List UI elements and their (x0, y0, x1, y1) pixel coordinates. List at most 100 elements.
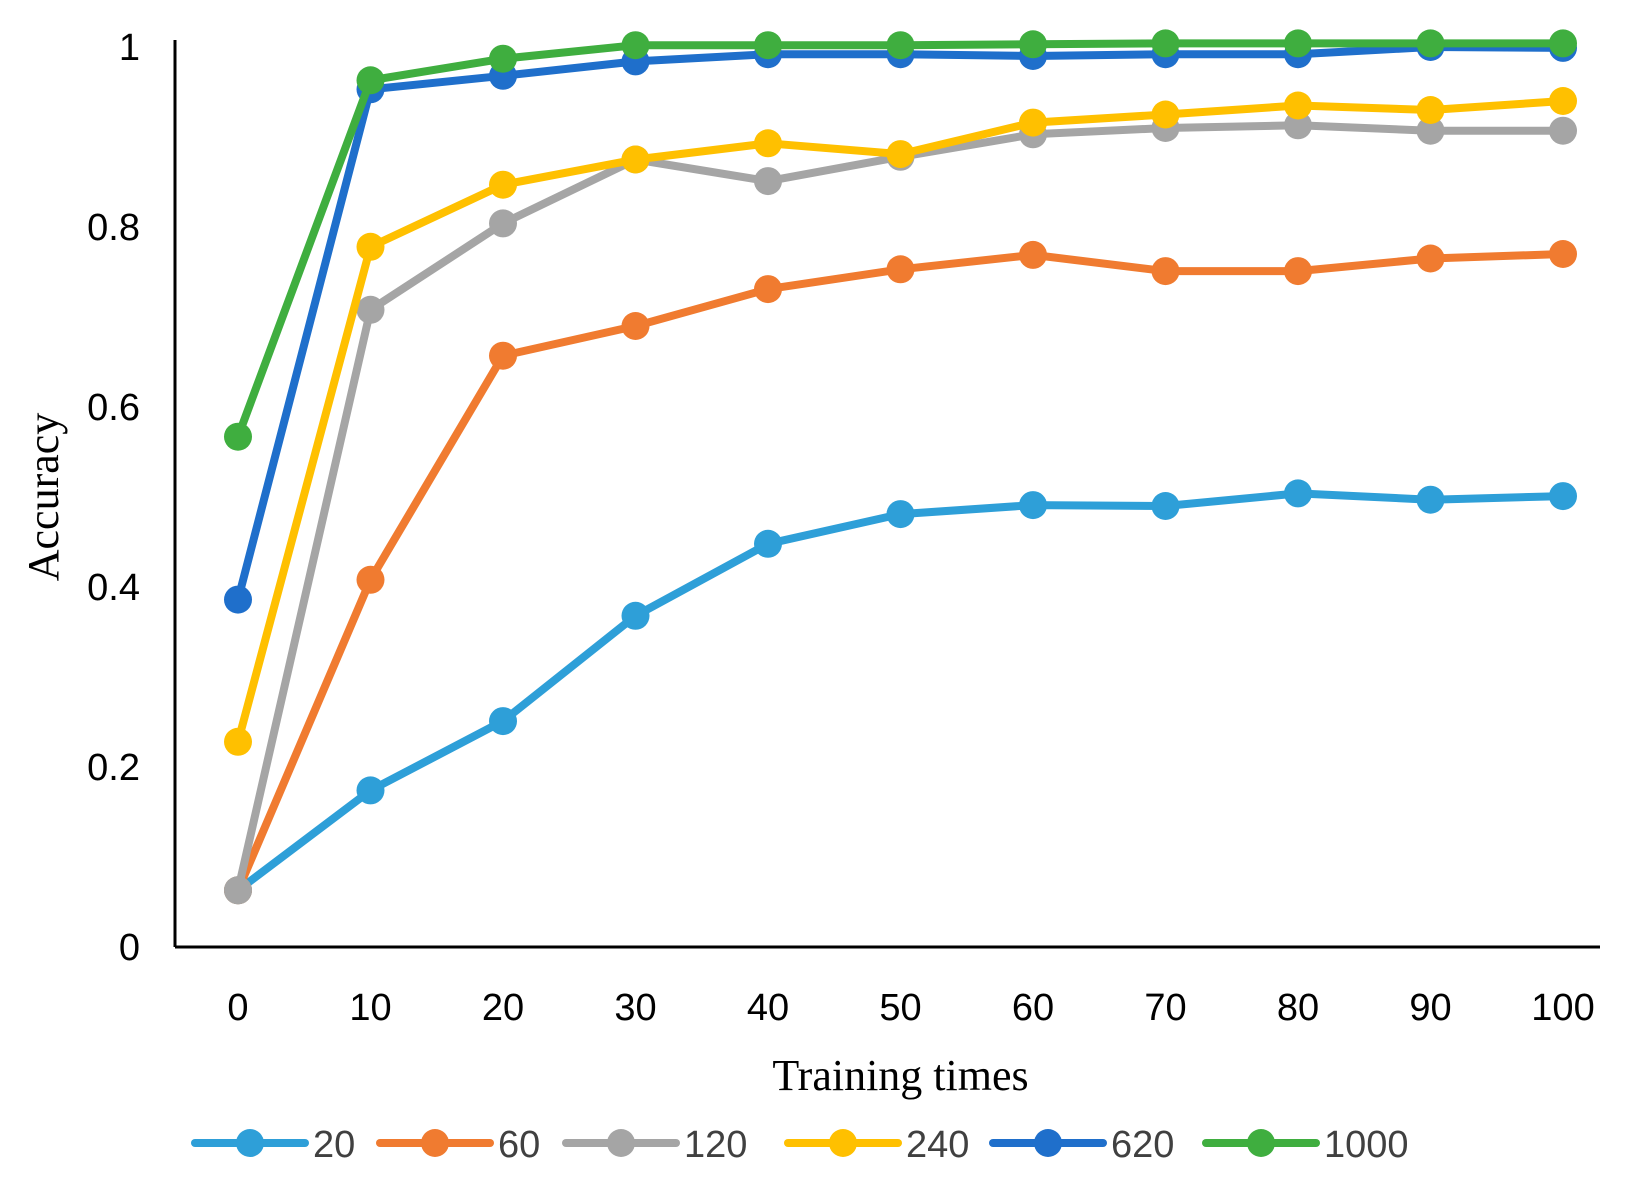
data-point-60 (621, 312, 650, 340)
x-tick-label: 100 (1531, 987, 1594, 1029)
data-point-240 (1549, 87, 1577, 115)
series-line-1000 (234, 39, 1567, 441)
x-tick-label: 70 (1144, 987, 1186, 1029)
legend-marker (421, 1129, 449, 1157)
data-point-120 (1416, 116, 1445, 145)
x-tick-label: 20 (482, 987, 524, 1029)
legend: 20 60 120 240 620 1000 (191, 1124, 1409, 1166)
y-tick-labels: 0 0.2 0.4 0.6 0.8 1 (87, 27, 140, 969)
legend-item-620: 620 (989, 1124, 1174, 1166)
series-line-20 (234, 489, 1567, 895)
data-point-120 (754, 167, 782, 196)
x-tick-label: 60 (1012, 987, 1054, 1029)
data-point-1000 (1416, 29, 1445, 58)
legend-item-20: 20 (191, 1124, 355, 1166)
x-tick-label: 0 (227, 987, 248, 1029)
data-point-1000 (1284, 29, 1312, 58)
legend-item-120: 120 (562, 1124, 747, 1166)
data-point-60 (489, 341, 517, 370)
data-point-1000 (356, 66, 385, 95)
y-tick-label: 0.8 (87, 207, 140, 249)
data-point-240 (1284, 91, 1312, 120)
data-point-120 (356, 295, 385, 324)
axes (173, 40, 1600, 949)
legend-label: 1000 (1324, 1124, 1409, 1166)
data-point-1000 (886, 31, 915, 60)
data-point-240 (1151, 100, 1180, 129)
data-point-240 (356, 232, 385, 261)
legend-label: 240 (906, 1124, 969, 1166)
series-layer (224, 29, 1577, 905)
data-point-240 (754, 129, 782, 158)
y-tick-label: 0.6 (87, 387, 140, 429)
x-tick-label: 40 (747, 987, 789, 1029)
legend-item-60: 60 (376, 1124, 540, 1166)
y-tick-label: 0.2 (87, 747, 140, 789)
data-point-60 (1019, 240, 1047, 269)
x-tick-label: 10 (349, 987, 391, 1029)
data-point-120 (1549, 116, 1577, 145)
x-axis-title: Training times (772, 1051, 1028, 1100)
data-point-620 (224, 585, 252, 614)
data-point-120 (224, 876, 252, 905)
data-point-20 (1549, 482, 1577, 511)
data-point-20 (489, 707, 517, 736)
legend-marker (1247, 1129, 1275, 1157)
data-point-60 (1284, 257, 1312, 286)
data-point-1000 (224, 422, 252, 451)
legend-item-240: 240 (784, 1124, 969, 1166)
series-1000 (224, 29, 1577, 451)
data-point-240 (489, 170, 517, 199)
x-tick-label: 30 (614, 987, 656, 1029)
series-line-240 (234, 97, 1567, 746)
data-point-20 (1284, 479, 1312, 508)
data-point-20 (886, 500, 915, 529)
series-20 (224, 479, 1577, 905)
data-point-1000 (1019, 30, 1047, 59)
data-point-60 (886, 255, 915, 284)
data-point-20 (1019, 491, 1047, 520)
data-point-60 (1549, 240, 1577, 268)
data-point-1000 (489, 44, 517, 73)
x-tick-label: 90 (1409, 987, 1451, 1029)
legend-marker (236, 1129, 264, 1157)
series-60 (224, 240, 1577, 905)
legend-marker (829, 1129, 857, 1157)
legend-marker (607, 1129, 635, 1157)
data-point-60 (1416, 244, 1445, 273)
x-tick-label: 50 (879, 987, 921, 1029)
legend-label: 620 (1111, 1124, 1174, 1166)
series-line-60 (234, 250, 1567, 895)
data-point-1000 (621, 31, 650, 60)
y-tick-label: 1 (119, 27, 140, 69)
legend-label: 20 (313, 1124, 355, 1166)
data-point-240 (1416, 96, 1445, 124)
x-tick-label: 80 (1277, 987, 1319, 1029)
data-point-20 (1416, 485, 1445, 514)
y-tick-label: 0.4 (87, 567, 140, 609)
data-point-240 (886, 140, 915, 169)
data-point-20 (754, 529, 782, 558)
data-point-20 (356, 776, 385, 805)
data-point-60 (1151, 257, 1180, 286)
data-point-120 (489, 209, 517, 238)
legend-label: 60 (498, 1124, 540, 1166)
data-point-240 (224, 727, 252, 756)
legend-marker (1034, 1129, 1062, 1157)
data-point-20 (1151, 492, 1180, 520)
legend-label: 120 (684, 1124, 747, 1166)
data-point-240 (1019, 108, 1047, 137)
data-point-1000 (754, 31, 782, 60)
data-point-60 (356, 565, 385, 594)
data-point-1000 (1549, 29, 1577, 58)
legend-item-1000: 1000 (1202, 1124, 1409, 1166)
series-240 (224, 87, 1577, 756)
x-tick-labels: 0 10 20 30 40 50 60 70 80 90 100 (227, 987, 1594, 1029)
data-point-1000 (1151, 29, 1180, 58)
y-axis-title: Accuracy (19, 413, 68, 582)
data-point-60 (754, 275, 782, 304)
data-point-120 (1284, 111, 1312, 140)
y-tick-label: 0 (119, 927, 140, 969)
